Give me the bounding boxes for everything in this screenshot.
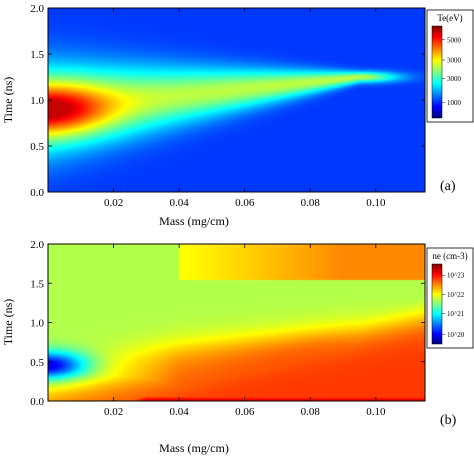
x-tick-label: 0.08 xyxy=(301,406,321,418)
x-tick-label: 0.02 xyxy=(104,197,123,209)
x-axis-label-b: Mass (mg/cm) xyxy=(159,441,229,455)
y-ticks-b: 0.0 0.5 1.0 1.5 2.0 xyxy=(30,239,425,408)
colorbar-tick-label: 10^23 xyxy=(447,272,465,280)
colorbar-tick-label: 3000 xyxy=(447,75,462,83)
x-tick-label: 0.08 xyxy=(301,197,321,209)
colorbar-title-b: ne (cm-3) xyxy=(432,251,467,261)
colorbar-tick-label: 10^21 xyxy=(447,310,465,318)
y-tick-label: 2.0 xyxy=(30,239,44,251)
colorbar-tick-label: 10^20 xyxy=(447,331,465,339)
panel-label-a: (a) xyxy=(440,179,456,194)
panel-b: 0.02 0.04 0.06 0.08 0.10 0.0 0.5 1.0 1.5 2.0 Mas… xyxy=(1,239,474,455)
colorbar-title-a: Te(eV) xyxy=(437,13,462,23)
y-tick-label: 2.0 xyxy=(30,3,44,15)
y-ticks-a: 0.0 0.5 1.0 1.5 2.0 xyxy=(30,3,425,199)
y-tick-label: 1.0 xyxy=(30,95,44,107)
x-axis-label-a: Mass (mg/cm) xyxy=(159,214,229,228)
colorbar-tick-label: 10^22 xyxy=(447,291,465,299)
colorbar-tick-label: 3000 xyxy=(447,57,462,65)
y-tick-label: 1.5 xyxy=(30,49,44,61)
y-tick-label: 1.0 xyxy=(30,318,44,330)
x-tick-label: 0.10 xyxy=(366,197,386,209)
y-axis-label-a: Time (ns) xyxy=(1,77,15,124)
heatmap-a xyxy=(48,8,425,192)
x-tick-label: 0.06 xyxy=(235,406,255,418)
colorbar-ticks-a: 5000 3000 3000 1000 xyxy=(442,36,462,107)
heatmap-b xyxy=(48,244,425,401)
colorbar-a xyxy=(431,25,443,119)
y-tick-label: 1.5 xyxy=(30,278,44,290)
x-ticks-b: 0.02 0.04 0.06 0.08 0.10 xyxy=(104,244,386,418)
y-tick-label: 0.5 xyxy=(30,141,44,153)
x-tick-label: 0.06 xyxy=(235,197,255,209)
x-tick-label: 0.04 xyxy=(170,197,190,209)
y-tick-label: 0.0 xyxy=(30,396,44,408)
colorbar-tick-label: 5000 xyxy=(447,36,462,44)
y-tick-label: 0.0 xyxy=(30,187,44,199)
colorbar-ticks-b: 10^23 10^22 10^21 10^20 xyxy=(442,272,465,339)
panel-a: 0.02 0.04 0.06 0.08 0.10 0.0 0.5 1.0 1.5 2.0 Mas… xyxy=(1,3,474,228)
y-axis-label-b: Time (ns) xyxy=(1,299,15,346)
y-tick-label: 0.5 xyxy=(30,357,44,369)
x-ticks-a: 0.02 0.04 0.06 0.08 0.10 xyxy=(104,8,386,209)
colorbar-tick-label: 1000 xyxy=(447,99,462,107)
x-tick-label: 0.10 xyxy=(366,406,386,418)
colorbar-b xyxy=(431,263,443,345)
x-tick-label: 0.04 xyxy=(170,406,190,418)
panel-label-b: (b) xyxy=(440,413,457,428)
x-tick-label: 0.02 xyxy=(104,406,123,418)
